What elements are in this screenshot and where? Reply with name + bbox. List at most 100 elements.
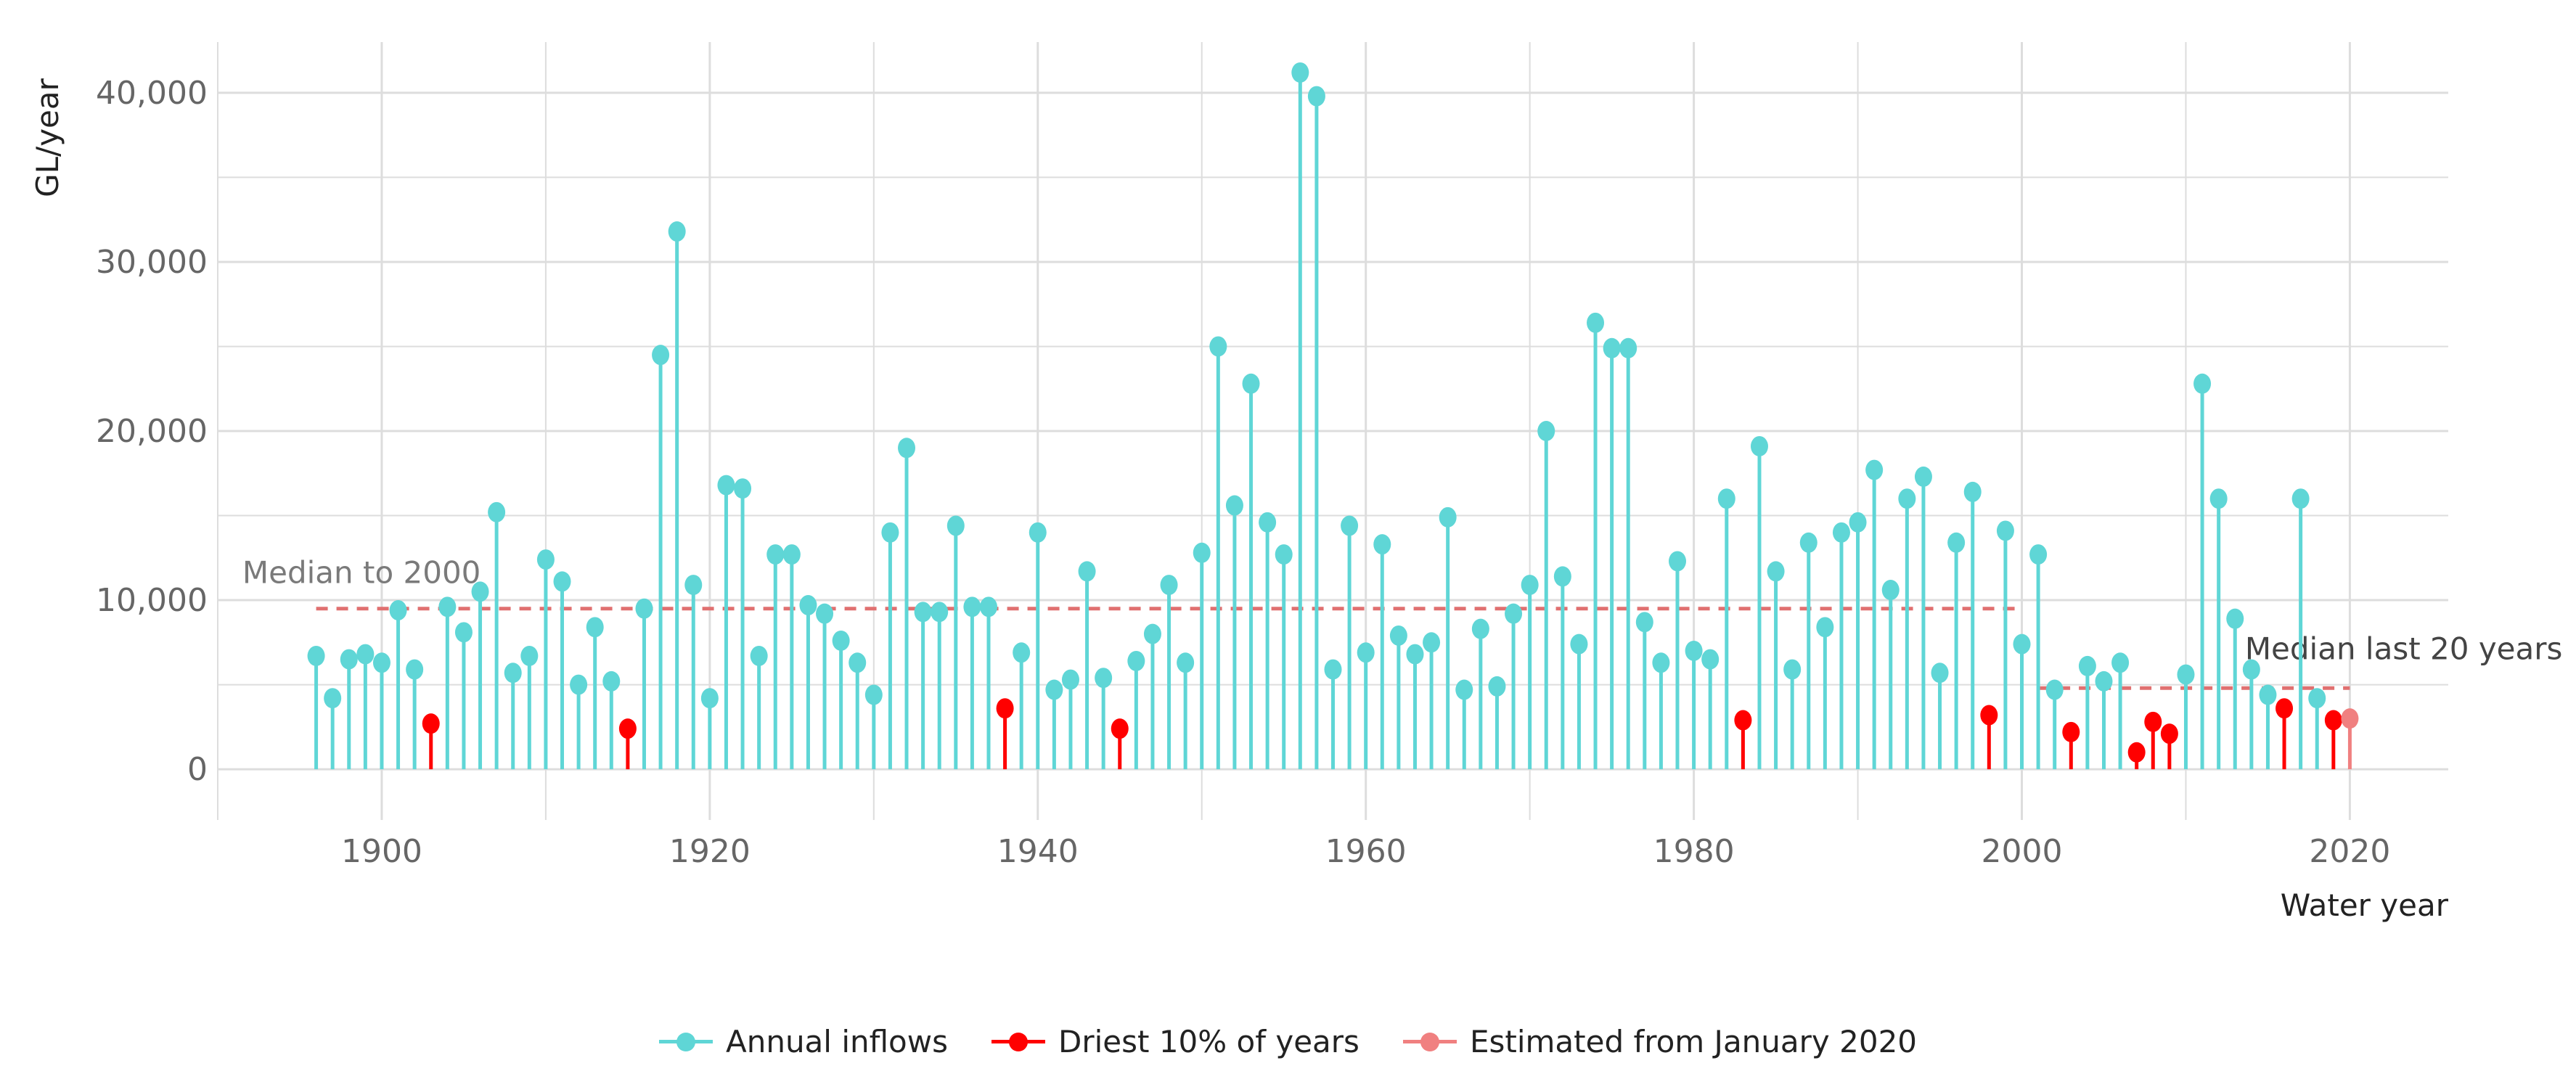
annual-point	[1307, 86, 1325, 107]
annual-point	[2111, 652, 2130, 673]
annual-point	[553, 571, 571, 592]
annual-point	[2193, 373, 2212, 394]
annual-point	[1701, 649, 1720, 670]
driest-point	[1111, 718, 1129, 739]
annual-point	[2013, 633, 2031, 655]
annual-point	[2029, 544, 2048, 565]
annual-point	[1570, 633, 1588, 655]
annual-point	[2226, 608, 2244, 629]
annual-point	[849, 652, 867, 673]
x-tick-label: 1900	[341, 833, 422, 870]
annual-point	[1685, 640, 1703, 661]
annual-point	[1603, 337, 1621, 358]
annual-point	[1455, 679, 1473, 700]
driest-point	[2276, 698, 2294, 719]
annual-point	[750, 645, 768, 666]
annual-point	[307, 645, 325, 666]
driest-point	[2144, 711, 2162, 732]
annual-point	[1619, 337, 1637, 358]
annual-point	[1832, 522, 1850, 543]
annual-point	[816, 603, 834, 624]
annual-point	[1881, 580, 1900, 601]
annual-point	[2291, 488, 2310, 509]
annual-point	[914, 602, 932, 623]
annual-point	[1931, 663, 1949, 684]
annual-point	[734, 478, 752, 499]
annual-point	[700, 688, 719, 709]
annual-point	[1291, 62, 1309, 83]
annual-point	[946, 515, 965, 536]
annual-point	[1521, 575, 1539, 596]
annual-point	[635, 598, 653, 619]
annual-point	[979, 596, 997, 618]
annual-point	[2242, 659, 2260, 680]
legend-label-driest: Driest 10% of years	[1058, 1023, 1359, 1059]
x-tick-label: 2000	[1982, 833, 2063, 870]
annual-point	[488, 501, 506, 522]
annual-point	[324, 688, 342, 709]
y-axis-title: GL/year	[30, 78, 65, 197]
annual-point	[1143, 623, 1161, 644]
x-axis-title: Water year	[2281, 887, 2449, 923]
y-tick-label: 0	[187, 751, 208, 788]
annual-point	[1423, 632, 1441, 653]
annual-point	[536, 549, 555, 570]
annual-point	[1013, 642, 1031, 663]
x-tick-label: 1940	[997, 833, 1079, 870]
annual-point	[1259, 512, 1277, 533]
x-tick-label: 1980	[1653, 833, 1735, 870]
annual-point	[2095, 670, 2113, 692]
annual-point	[1947, 532, 1966, 553]
annual-point	[1439, 506, 1457, 528]
median-lines: Median to 2000 Median last 20 years	[242, 555, 2563, 690]
annual-point	[471, 581, 489, 602]
median-label: Median last 20 years	[2245, 631, 2563, 667]
annual-point	[931, 602, 949, 623]
data-marks	[307, 62, 2359, 770]
annual-point	[1767, 561, 1785, 582]
annual-point	[652, 345, 670, 366]
annual-point	[406, 659, 424, 680]
annual-point	[504, 663, 522, 684]
legend-item-driest: Driest 10% of years	[991, 1024, 1359, 1059]
annual-point	[1914, 466, 1932, 487]
legend-item-annual: Annual inflows	[658, 1024, 948, 1059]
annual-point	[1045, 679, 1063, 700]
annual-point	[1488, 676, 1506, 697]
annual-point	[1324, 659, 1342, 680]
legend-item-estimated: Estimated from January 2020	[1402, 1024, 1917, 1059]
annual-point	[1898, 488, 1916, 509]
annual-point	[799, 595, 817, 616]
axes: GL/year Water year 0 10,000 20,000 30,000 40…	[30, 75, 2449, 923]
annual-point	[1505, 603, 1523, 624]
x-tick-label: 1960	[1325, 833, 1407, 870]
annual-point	[1783, 659, 1802, 680]
annual-point	[1357, 642, 1375, 663]
y-tick-label: 40,000	[96, 75, 208, 112]
annual-point	[1061, 669, 1079, 690]
y-tick-label: 30,000	[96, 244, 208, 281]
annual-point	[372, 652, 391, 673]
annual-point	[1587, 312, 1605, 333]
legend: Annual inflows Driest 10% of years Estim…	[0, 1016, 2576, 1067]
annual-point	[520, 645, 539, 666]
annual-point	[1177, 652, 1195, 673]
annual-point	[668, 221, 686, 242]
annual-point	[1865, 459, 1884, 480]
annual-point	[1799, 532, 1817, 553]
annual-point	[1225, 495, 1243, 516]
annual-point	[1471, 618, 1489, 639]
annual-point	[1996, 520, 2014, 541]
annual-point	[1209, 336, 1227, 357]
annual-point	[1537, 421, 1555, 441]
annual-point	[1029, 522, 1047, 543]
annual-point	[1406, 644, 1424, 665]
legend-key-estimated	[1402, 1027, 1457, 1056]
annual-point	[1816, 617, 1834, 638]
annual-point	[389, 600, 407, 621]
annual-point	[1652, 652, 1670, 673]
annual-point	[717, 475, 735, 496]
legend-key-annual	[658, 1027, 713, 1056]
driest-point	[618, 718, 637, 739]
